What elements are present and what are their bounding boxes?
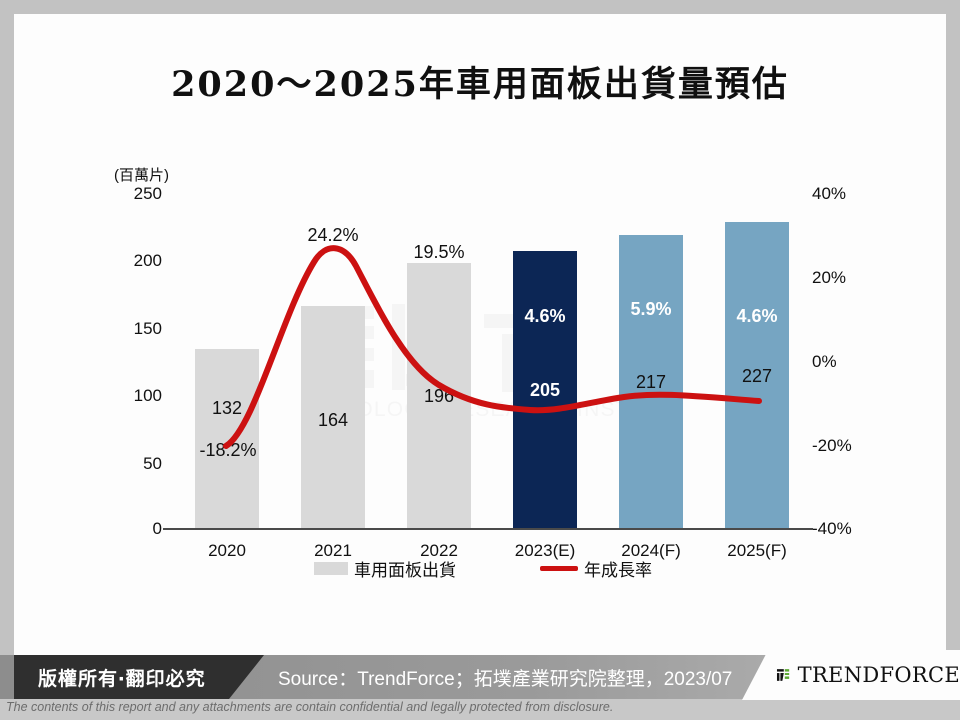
- ytick-left-100: 100: [133, 386, 162, 405]
- left-axis-unit: (百萬片): [114, 167, 169, 184]
- bar-2024[interactable]: [619, 235, 683, 528]
- disclaimer-text: The contents of this report and any atta…: [6, 700, 614, 714]
- growth-label-2025: 4.6%: [736, 306, 778, 326]
- legend-line-swatch: [540, 566, 578, 571]
- growth-label-2020: -18.2%: [199, 440, 257, 460]
- bar-value-2020: 132: [211, 398, 243, 418]
- ytick-left-50: 50: [143, 454, 162, 473]
- xtick-2025: 2025(F): [727, 541, 787, 560]
- chart-legend: 車用面板出貨 年成長率: [14, 554, 946, 584]
- ytick-right-minus20: -20%: [812, 436, 852, 455]
- xtick-2021: 2021: [314, 541, 352, 560]
- page-title: 2020～2025年車用面板出貨量預估: [171, 64, 789, 105]
- copyright-text: 版權所有‧翻印必究: [38, 668, 206, 690]
- content-card: 2020～2025年車用面板出貨量預估: [14, 14, 946, 692]
- xtick-2020: 2020: [208, 541, 246, 560]
- ytick-left-250: 250: [133, 184, 162, 203]
- growth-label-2021: 24.2%: [307, 225, 359, 245]
- axis-tick-left: [163, 528, 172, 530]
- trendforce-logo-icon: [776, 669, 790, 681]
- ytick-left-200: 200: [133, 251, 162, 270]
- bar-value-2023: 205: [529, 380, 561, 400]
- bar-value-2021: 164: [317, 410, 349, 430]
- legend-bar-swatch: [314, 562, 348, 575]
- ytick-right-20: 20%: [812, 268, 847, 287]
- xtick-2024: 2024(F): [621, 541, 681, 560]
- ytick-right-minus40: -40%: [812, 519, 852, 538]
- bar-2021[interactable]: [301, 306, 365, 528]
- ytick-left-150: 150: [133, 319, 162, 338]
- axis-tick-right: [804, 528, 813, 530]
- ytick-left-0: 0: [152, 519, 162, 538]
- xtick-2023: 2023(E): [514, 541, 576, 560]
- growth-label-2022: 19.5%: [413, 242, 465, 262]
- ytick-right-0: 0%: [812, 352, 837, 371]
- x-axis-baseline: [172, 528, 804, 530]
- legend-bar-label: 車用面板出貨: [354, 561, 456, 580]
- ytick-right-40: 40%: [812, 184, 847, 203]
- xtick-2022: 2022: [420, 541, 458, 560]
- legend-item-shipments[interactable]: 車用面板出貨: [314, 556, 456, 581]
- trendforce-logo-text: TRENDFORCE: [797, 663, 960, 687]
- copyright-tag: 版權所有‧翻印必究: [14, 655, 264, 699]
- growth-rate-line: [223, 245, 762, 449]
- growth-label-2023: 4.6%: [524, 306, 566, 326]
- bar-2020[interactable]: [195, 349, 259, 528]
- legend-item-growth[interactable]: 年成長率: [540, 556, 652, 581]
- bar-2025[interactable]: [725, 222, 789, 528]
- source-text: Source：TrendForce；拓墣產業研究院整理，2023/07: [278, 668, 733, 690]
- bar-value-2025: 227: [741, 366, 773, 386]
- trendforce-logo[interactable]: TRENDFORCE: [742, 650, 960, 700]
- growth-label-2024: 5.9%: [630, 299, 672, 319]
- chart-canvas: TOPOLOGY RESEARCH INSTITUTE (百萬片) 250 20…: [14, 14, 946, 692]
- legend-line-label: 年成長率: [584, 561, 652, 580]
- bar-2023[interactable]: [513, 251, 577, 528]
- bar-value-2024: 217: [635, 372, 667, 392]
